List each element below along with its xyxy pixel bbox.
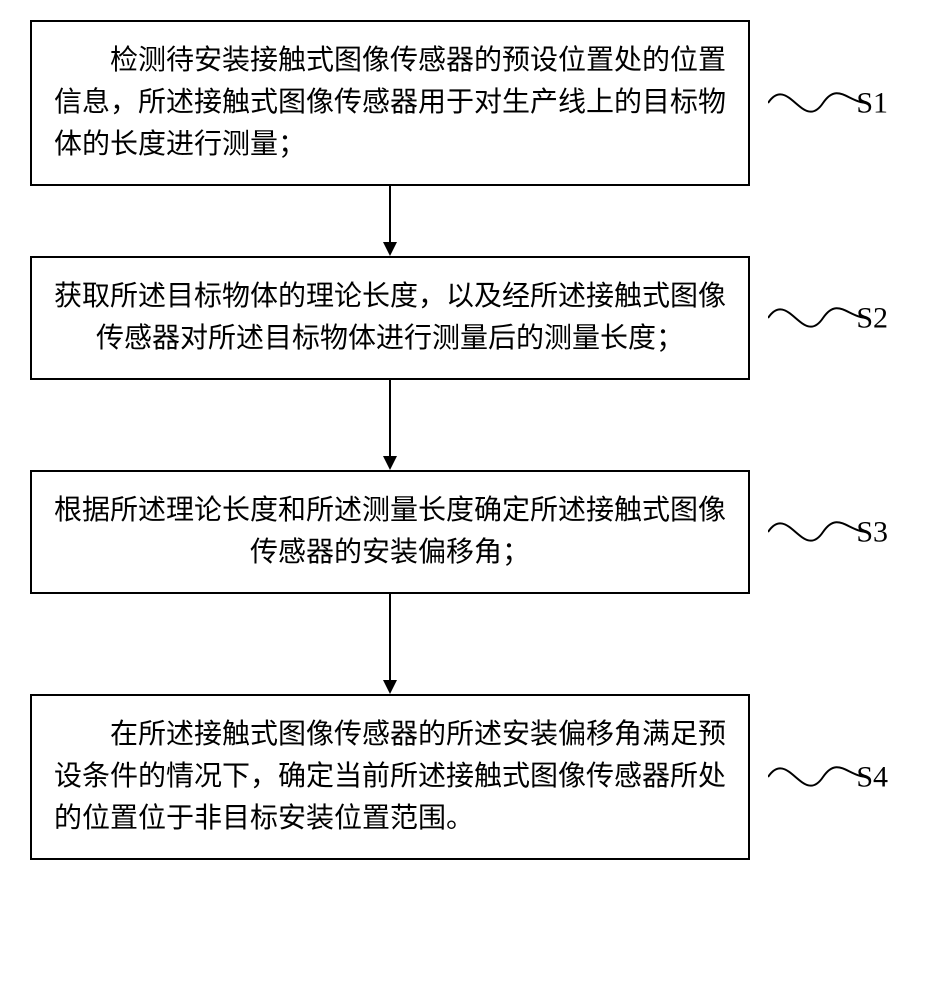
- step-box-s4: 在所述接触式图像传感器的所述安装偏移角满足预设条件的情况下，确定当前所述接触式图…: [30, 694, 750, 860]
- connector-s2: [768, 293, 868, 343]
- step-label-s4: S4: [856, 755, 888, 800]
- step-text-s3: 根据所述理论长度和所述测量长度确定所述接触式图像传感器的安装偏移角；: [54, 490, 726, 574]
- step-text-s1: 检测待安装接触式图像传感器的预设位置处的位置信息，所述接触式图像传感器用于对生产…: [54, 40, 726, 166]
- arrow-s3-s4: [30, 594, 750, 694]
- step-box-s1: 检测待安装接触式图像传感器的预设位置处的位置信息，所述接触式图像传感器用于对生产…: [30, 20, 750, 186]
- arrow-s2-s3: [30, 380, 750, 470]
- step-label-s1: S1: [856, 81, 888, 126]
- arrow-s1-s2: [30, 186, 750, 256]
- step-box-s3: 根据所述理论长度和所述测量长度确定所述接触式图像传感器的安装偏移角； S3: [30, 470, 750, 594]
- step-box-s2: 获取所述目标物体的理论长度，以及经所述接触式图像传感器对所述目标物体进行测量后的…: [30, 256, 750, 380]
- connector-s3: [768, 507, 868, 557]
- connector-s1: [768, 78, 868, 128]
- step-text-s2: 获取所述目标物体的理论长度，以及经所述接触式图像传感器对所述目标物体进行测量后的…: [54, 276, 726, 360]
- step-text-s4: 在所述接触式图像传感器的所述安装偏移角满足预设条件的情况下，确定当前所述接触式图…: [54, 714, 726, 840]
- step-label-s2: S2: [856, 296, 888, 341]
- flowchart-container: 检测待安装接触式图像传感器的预设位置处的位置信息，所述接触式图像传感器用于对生产…: [0, 0, 935, 1000]
- connector-s4: [768, 752, 868, 802]
- step-label-s3: S3: [856, 510, 888, 555]
